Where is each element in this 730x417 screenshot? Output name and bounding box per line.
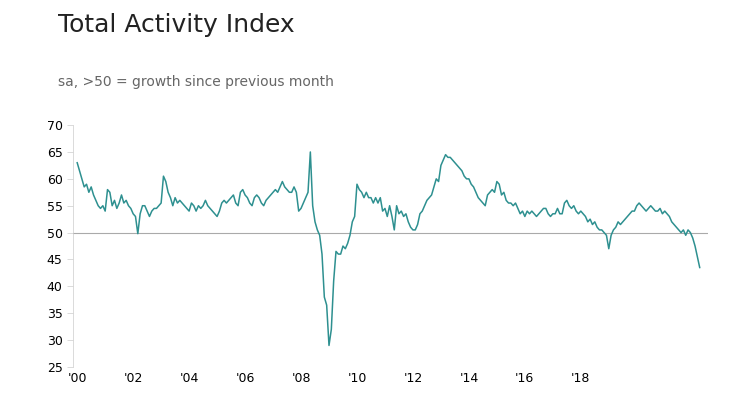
Text: Total Activity Index: Total Activity Index [58, 13, 295, 37]
Text: sa, >50 = growth since previous month: sa, >50 = growth since previous month [58, 75, 334, 89]
